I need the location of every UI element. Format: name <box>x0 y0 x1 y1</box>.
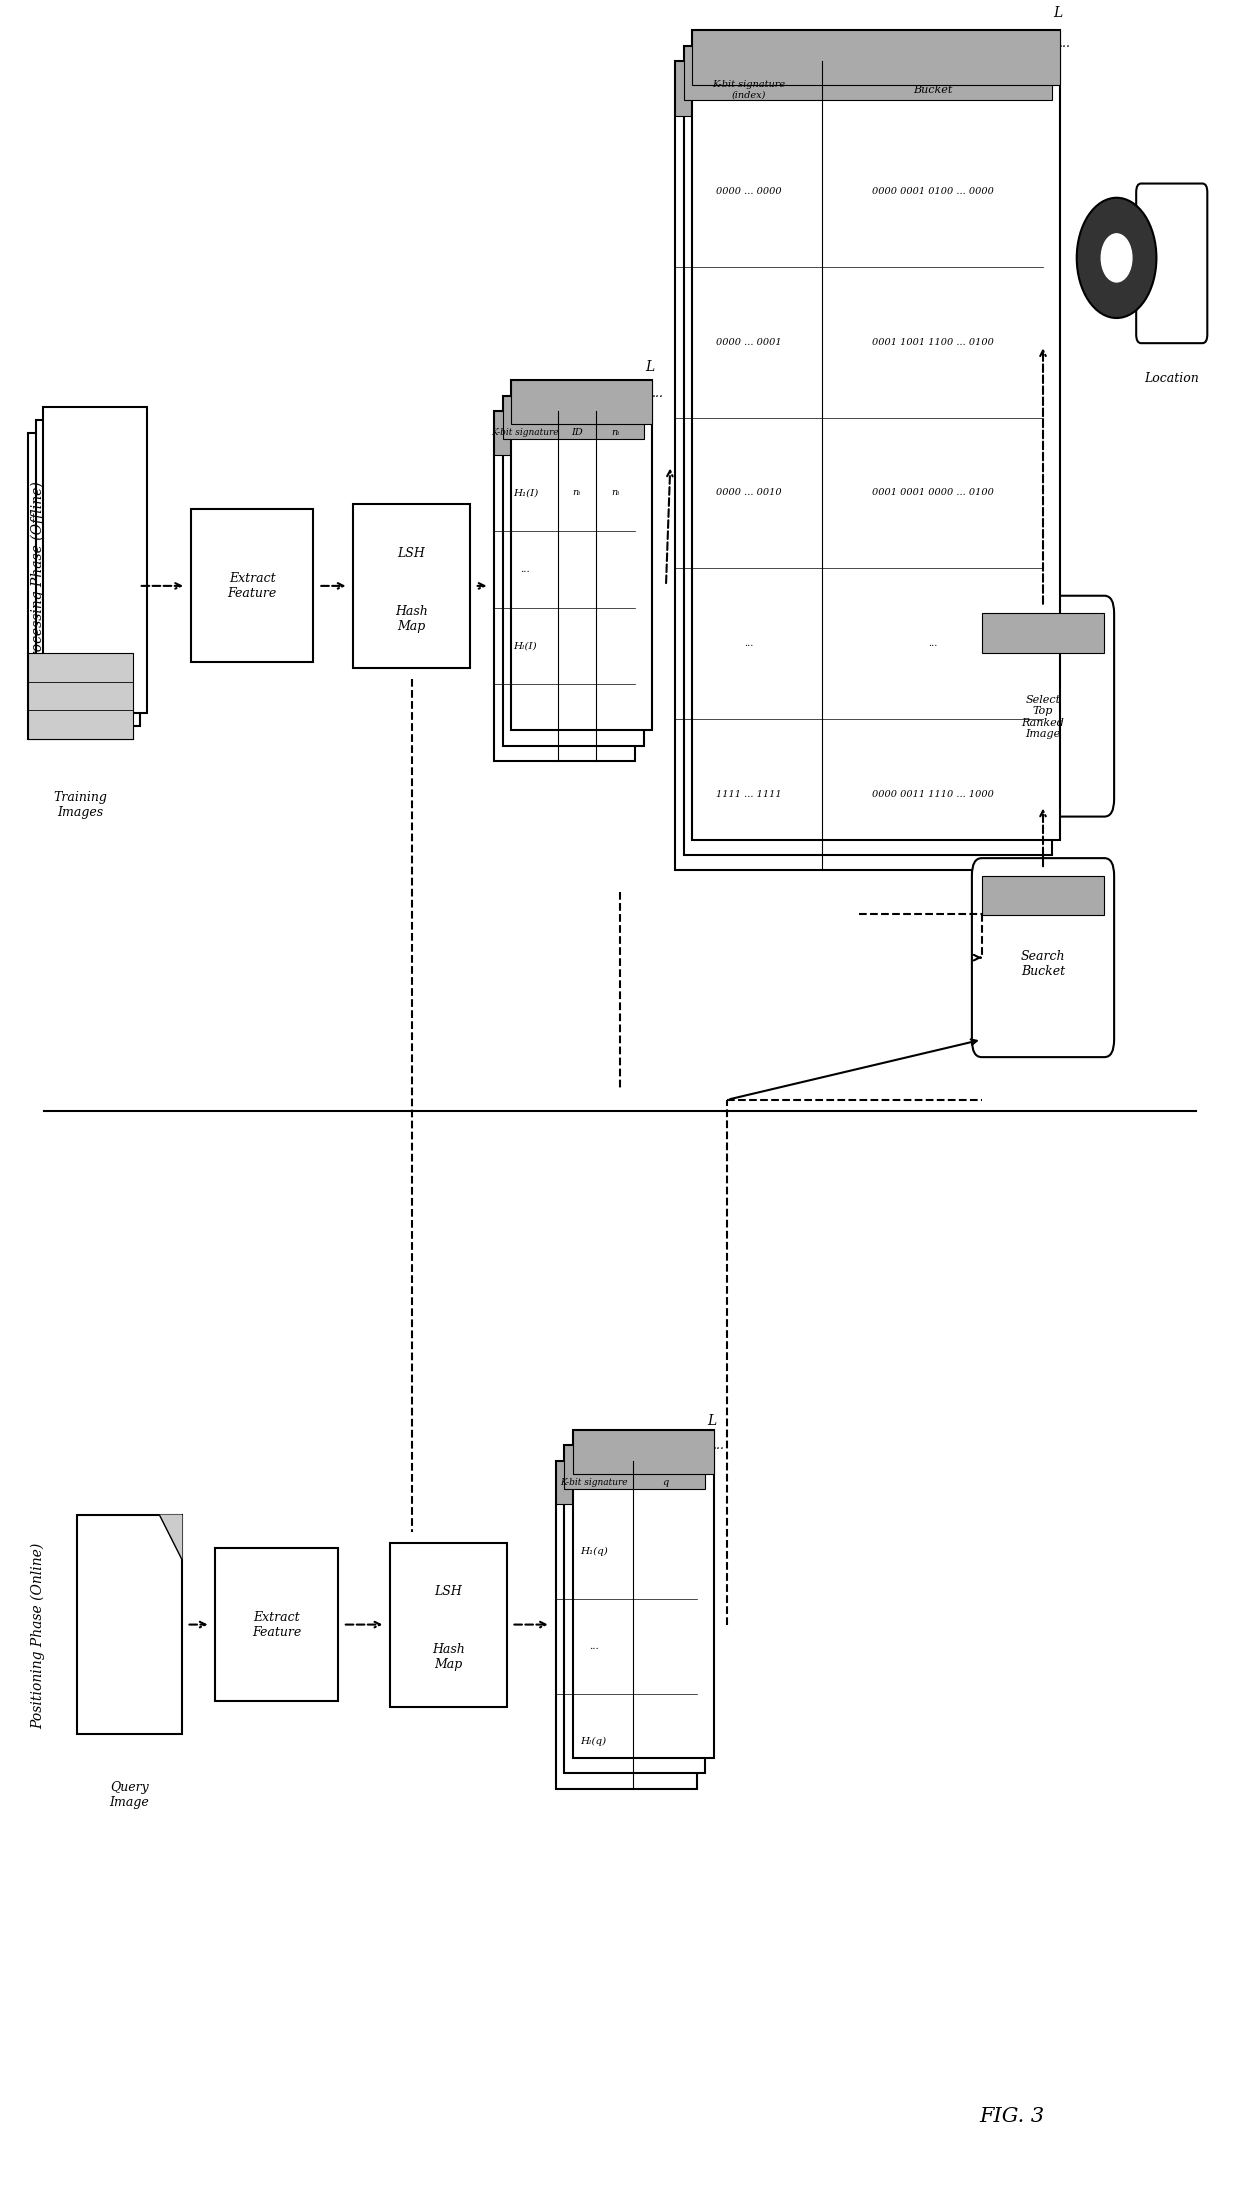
Bar <box>191 509 314 663</box>
Bar <box>36 420 140 725</box>
Text: 0000 0001 0100 ... 0000: 0000 0001 0100 ... 0000 <box>872 186 993 197</box>
Text: ...: ... <box>521 566 531 575</box>
FancyBboxPatch shape <box>972 858 1114 1057</box>
Bar <box>982 612 1105 652</box>
Bar <box>503 396 644 745</box>
Bar <box>29 433 133 738</box>
Text: 0000 ... 0001: 0000 ... 0001 <box>715 338 781 347</box>
Text: Select
Top
Ranked
Image: Select Top Ranked Image <box>1022 694 1064 738</box>
Ellipse shape <box>1101 234 1132 283</box>
Text: K-bit signature
(index): K-bit signature (index) <box>712 80 785 99</box>
Text: 0001 0001 0000 ... 0100: 0001 0001 0000 ... 0100 <box>872 489 993 497</box>
Bar <box>573 1431 714 1475</box>
Text: Training
Images: Training Images <box>53 792 108 818</box>
Bar <box>982 876 1105 915</box>
Text: 0000 0011 1110 ... 1000: 0000 0011 1110 ... 1000 <box>872 789 993 798</box>
Bar <box>573 1431 714 1758</box>
Text: 0000 ... 0000: 0000 ... 0000 <box>715 186 781 197</box>
Ellipse shape <box>1076 197 1157 318</box>
Polygon shape <box>160 1515 182 1559</box>
Text: FIG. 3: FIG. 3 <box>980 2107 1045 2127</box>
Bar <box>353 504 470 668</box>
Bar <box>391 1543 507 1707</box>
Text: ...: ... <box>651 387 663 400</box>
Text: nᵢ: nᵢ <box>611 429 620 438</box>
Text: ...: ... <box>744 639 754 648</box>
Text: Search
Bucket: Search Bucket <box>1021 951 1065 977</box>
Bar <box>692 31 1060 86</box>
Bar <box>675 62 1043 871</box>
Text: Extract
Feature: Extract Feature <box>228 573 277 599</box>
Text: L: L <box>1053 7 1063 20</box>
Bar <box>683 46 1052 99</box>
Text: Hash
Map: Hash Map <box>432 1643 465 1672</box>
Text: 0001 1001 1100 ... 0100: 0001 1001 1100 ... 0100 <box>872 338 993 347</box>
Text: L: L <box>645 360 655 374</box>
Text: Hₗ(q): Hₗ(q) <box>580 1736 606 1747</box>
Bar <box>675 62 1043 115</box>
Text: Hash
Map: Hash Map <box>396 604 428 632</box>
Bar <box>564 1446 706 1773</box>
Text: Location: Location <box>1145 371 1199 385</box>
Bar <box>692 31 1060 840</box>
Text: 1111 ... 1111: 1111 ... 1111 <box>715 789 781 798</box>
Text: L: L <box>707 1415 715 1428</box>
FancyBboxPatch shape <box>972 595 1114 816</box>
Text: K-bit signature: K-bit signature <box>560 1477 627 1488</box>
Bar <box>556 1461 697 1789</box>
Text: ...: ... <box>713 1439 724 1453</box>
Text: nᵢ: nᵢ <box>573 489 580 497</box>
FancyBboxPatch shape <box>1136 184 1208 343</box>
Bar <box>43 407 148 712</box>
Bar <box>564 1446 706 1488</box>
Bar <box>216 1548 339 1700</box>
Bar <box>29 652 133 738</box>
Text: Preprocessing Phase (Offline): Preprocessing Phase (Offline) <box>31 482 45 690</box>
Text: LSH: LSH <box>434 1585 463 1599</box>
Text: nᵢ: nᵢ <box>611 489 620 497</box>
Text: Positioning Phase (Online): Positioning Phase (Online) <box>31 1543 45 1729</box>
Text: LSH: LSH <box>398 546 425 559</box>
Bar <box>77 1515 182 1733</box>
Text: H₁(I): H₁(I) <box>512 489 538 497</box>
Bar <box>683 46 1052 856</box>
Bar <box>503 396 644 440</box>
Text: ...: ... <box>1059 38 1071 51</box>
Text: H₁(q): H₁(q) <box>580 1548 608 1557</box>
Text: 0000 ... 0010: 0000 ... 0010 <box>715 489 781 497</box>
Text: ID: ID <box>570 429 583 438</box>
Text: Extract
Feature: Extract Feature <box>252 1610 301 1638</box>
Text: Hₗ(I): Hₗ(I) <box>513 641 537 650</box>
Bar <box>556 1461 697 1503</box>
Text: q: q <box>662 1477 668 1488</box>
Bar <box>511 380 652 730</box>
Text: Query
Image: Query Image <box>109 1782 150 1809</box>
Bar <box>495 411 635 761</box>
Bar <box>511 380 652 425</box>
Text: Bucket: Bucket <box>913 84 952 95</box>
Bar <box>495 411 635 455</box>
Text: K-bit signature: K-bit signature <box>491 429 559 438</box>
Text: ...: ... <box>589 1643 599 1652</box>
Text: ...: ... <box>928 639 937 648</box>
